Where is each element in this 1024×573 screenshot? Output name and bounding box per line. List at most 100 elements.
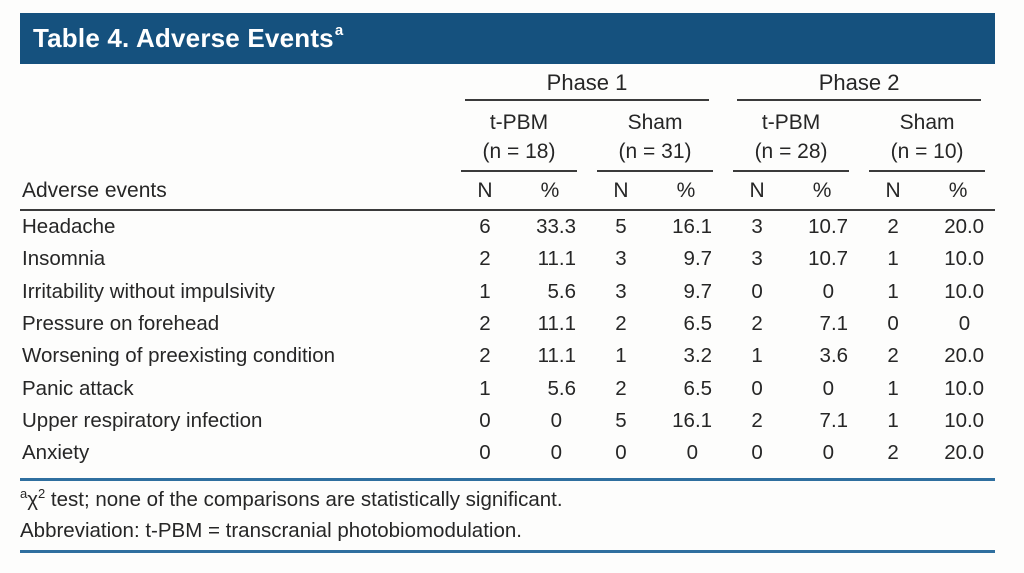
- cell-pct: 5.6: [547, 279, 577, 303]
- table-title: Table 4. Adverse Events: [33, 23, 334, 53]
- cell-n: 2: [887, 344, 899, 368]
- cell-pct: 20.0: [944, 344, 985, 368]
- cell-n: 6: [479, 215, 491, 239]
- cell-pct: 16.1: [672, 408, 713, 432]
- cell-pct: 9.7: [683, 247, 713, 271]
- cell-pct: 7.1: [819, 312, 849, 336]
- cell-n: 2: [479, 344, 491, 368]
- col-header-pct: %: [927, 172, 996, 211]
- col-header-pct: %: [655, 172, 724, 211]
- cell-pct: 10.7: [808, 215, 849, 239]
- cell-n: 1: [887, 247, 899, 271]
- phase2-tpbm-header: t-PBM (n = 28): [733, 101, 850, 172]
- adverse-events-table: Phase 1 Phase 2 t-PBM (n = 18): [20, 70, 996, 469]
- cell-n: 1: [887, 408, 899, 432]
- adverse-event-label: Irritability without impulsivity: [22, 279, 275, 303]
- cell-pct: 11.1: [537, 312, 576, 336]
- cell-n: 2: [479, 247, 491, 271]
- cell-n: 5: [615, 408, 627, 432]
- cell-n: 1: [751, 344, 763, 368]
- col-header-n: N: [451, 172, 519, 211]
- cell-pct: 10.0: [944, 247, 985, 271]
- cell-pct: 0: [686, 441, 699, 465]
- cell-pct: 6.5: [683, 312, 713, 336]
- phase2-sham-header: Sham (n = 10): [869, 101, 986, 172]
- cell-n: 1: [615, 344, 627, 368]
- col-header-n: N: [859, 172, 928, 211]
- cell-n: 2: [615, 376, 627, 400]
- table-row: Panic attack 1 5.6 2 6.5 0 0 1 10.0: [20, 372, 995, 404]
- col-header-pct: %: [519, 172, 587, 211]
- cell-pct: 6.5: [683, 376, 713, 400]
- cell-n: 3: [751, 215, 763, 239]
- adverse-events-table-wrap: Phase 1 Phase 2 t-PBM (n = 18): [20, 70, 996, 469]
- cell-pct: 10.0: [944, 408, 985, 432]
- adverse-event-label: Pressure on forehead: [22, 312, 220, 336]
- cell-pct: 33.3: [536, 215, 576, 239]
- cell-n: 1: [479, 376, 491, 400]
- cell-n: 2: [479, 312, 491, 336]
- cell-n: 2: [887, 215, 899, 239]
- phase1-tpbm-header: t-PBM (n = 18): [461, 101, 577, 172]
- cell-n: 0: [887, 312, 899, 336]
- cell-pct: 10.0: [944, 376, 985, 400]
- adverse-event-label: Upper respiratory infection: [22, 408, 263, 432]
- cell-n: 3: [751, 247, 763, 271]
- phase2-header: Phase 2: [737, 70, 982, 101]
- col-header-n: N: [723, 172, 792, 211]
- table-row: Headache 6 33.3 5 16.1 3 10.7 2 20.0: [20, 210, 995, 243]
- phase1-sham-header: Sham (n = 31): [597, 101, 714, 172]
- cell-pct: 0: [822, 376, 835, 400]
- cell-pct: 0: [822, 279, 835, 303]
- cell-n: 1: [887, 279, 899, 303]
- cell-pct: 0: [550, 408, 562, 432]
- column-header-row: Adverse events N % N % N % N %: [20, 172, 996, 211]
- col-header-n: N: [587, 172, 655, 211]
- adverse-event-label: Insomnia: [22, 247, 106, 271]
- cell-pct: 20.0: [944, 215, 985, 239]
- footnote-superscript-a: a: [20, 486, 28, 502]
- phase1-header: Phase 1: [465, 70, 710, 101]
- cell-pct: 11.1: [537, 344, 576, 368]
- table-title-bar: Table 4. Adverse Events a: [20, 13, 995, 64]
- adverse-event-label: Panic attack: [22, 376, 134, 400]
- cell-n: 0: [751, 441, 763, 465]
- table-row: Pressure on forehead 2 11.1 2 6.5 2 7.1 …: [20, 308, 995, 340]
- chi-square-exponent: 2: [38, 486, 46, 502]
- cell-pct: 3.2: [683, 344, 713, 368]
- cell-pct: 3.6: [819, 344, 849, 368]
- cell-pct: 0: [822, 441, 835, 465]
- phase-header-row: Phase 1 Phase 2: [20, 70, 995, 101]
- cell-n: 2: [751, 408, 763, 432]
- cell-pct: 0: [958, 312, 971, 336]
- cell-pct: 9.7: [683, 279, 713, 303]
- cell-pct: 0: [550, 441, 562, 465]
- table-bottom-rule: [20, 478, 995, 481]
- cell-n: 0: [615, 441, 627, 465]
- cell-n: 2: [615, 312, 627, 336]
- footnote-abbreviation: Abbreviation: t-PBM = transcranial photo…: [20, 519, 522, 542]
- table-row: Irritability without impulsivity 1 5.6 3…: [20, 276, 995, 308]
- row-header-adverse-events: Adverse events: [20, 172, 451, 211]
- cell-pct: 16.1: [672, 215, 713, 239]
- table-row: Insomnia 2 11.1 3 9.7 3 10.7 1 10.0: [20, 243, 995, 275]
- cell-n: 3: [615, 247, 627, 271]
- cell-n: 2: [751, 312, 763, 336]
- cell-pct: 7.1: [819, 408, 849, 432]
- cell-n: 2: [887, 441, 899, 465]
- table-row: Worsening of preexisting condition 2 11.…: [20, 340, 995, 372]
- cell-pct: 10.7: [808, 247, 849, 271]
- cell-pct: 5.6: [547, 376, 577, 400]
- cell-n: 1: [479, 279, 491, 303]
- figure-bottom-rule: [20, 550, 995, 553]
- cell-pct: 11.1: [537, 247, 576, 271]
- cell-pct: 10.0: [944, 279, 985, 303]
- adverse-event-label: Headache: [22, 215, 116, 239]
- adverse-event-label: Worsening of preexisting condition: [22, 344, 335, 368]
- adverse-event-label: Anxiety: [22, 441, 90, 465]
- cell-n: 1: [887, 376, 899, 400]
- col-header-pct: %: [791, 172, 860, 211]
- cell-n: 0: [479, 408, 491, 432]
- cell-n: 3: [615, 279, 627, 303]
